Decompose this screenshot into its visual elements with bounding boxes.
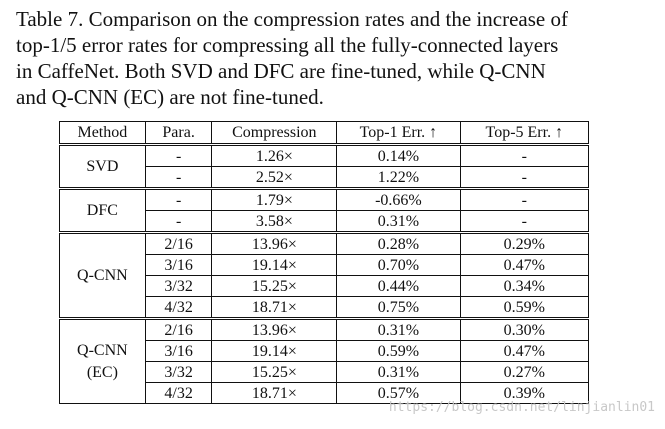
compression-cell: 13.96× — [211, 231, 338, 255]
header-para: Para. — [144, 121, 213, 145]
header-top1: Top-1 Err. ↑ — [336, 121, 461, 145]
compression-cell: 19.14× — [211, 254, 338, 276]
table-row: SVD -1.26× 0.14% - — [59, 143, 590, 189]
top1-cell: 0.44% — [336, 275, 461, 297]
method-cell: SVD — [59, 143, 146, 189]
compression-cell: 13.96× — [211, 317, 338, 341]
top1-cell: 0.14% — [336, 143, 461, 167]
compression-cell: 3.58× — [211, 210, 338, 233]
header-row: Method Para. Compression Top-1 Err. ↑ To… — [59, 121, 590, 145]
compression-cell: 18.71× — [211, 382, 338, 404]
para-cell: 3/32 — [144, 275, 213, 297]
method-cell: DFC — [59, 187, 146, 233]
top1-cell: 0.59% — [336, 340, 461, 362]
compression-cell: 1.79× — [211, 187, 338, 211]
table-row: Q-CNN (EC) 2/16 13.96× 0.31% 0.30% — [59, 317, 590, 404]
top5-cell: 0.30% — [459, 317, 590, 341]
top5-cell: 0.47% — [459, 254, 590, 276]
results-table: Method Para. Compression Top-1 Err. ↑ To… — [59, 121, 590, 404]
top1-cell: 1.22% — [336, 166, 461, 189]
para-cell: - — [144, 166, 213, 189]
top1-cell: 0.31% — [336, 361, 461, 383]
top5-cell: 0.34% — [459, 275, 590, 297]
method-cell: Q-CNN (EC) — [59, 317, 146, 404]
table-row: 4/32 18.71× 0.57% 0.39% — [60, 382, 590, 404]
compression-cell: 15.25× — [211, 275, 338, 297]
top5-cell: 0.39% — [459, 382, 590, 404]
para-cell: 2/16 — [144, 317, 213, 341]
watermark: https://blog.csdn.net/linjianlin01 — [388, 400, 655, 415]
table-row: 3/16 19.14× 0.59% 0.47% — [60, 340, 590, 362]
para-cell: 3/16 — [144, 254, 213, 276]
table-row: Q-CNN 2/16 13.96× 0.28% 0.29% — [59, 231, 590, 319]
para-cell: 3/16 — [144, 340, 213, 362]
caption-line: in CaffeNet. Both SVD and DFC are fine-t… — [16, 59, 546, 83]
para-cell: 4/32 — [144, 382, 213, 404]
table-row: 3/32 15.25× 0.31% 0.27% — [60, 361, 590, 383]
top1-cell: 0.28% — [336, 231, 461, 255]
header-method: Method — [59, 121, 146, 145]
table-row: -3.58× 0.31% - — [60, 210, 590, 233]
top5-cell: 0.29% — [459, 231, 590, 255]
caption-line: top-1/5 error rates for compressing all … — [16, 33, 559, 57]
top1-cell: 0.31% — [336, 317, 461, 341]
top1-cell: -0.66% — [336, 187, 461, 211]
para-cell: - — [144, 143, 213, 167]
top5-cell: 0.27% — [459, 361, 590, 383]
method-cell: Q-CNN — [59, 231, 146, 319]
top1-cell: 0.75% — [336, 296, 461, 319]
para-cell: 3/32 — [144, 361, 213, 383]
table-row: DFC -1.79× -0.66% - — [59, 187, 590, 233]
top5-cell: - — [459, 166, 590, 189]
top5-cell: 0.47% — [459, 340, 590, 362]
para-cell: - — [144, 210, 213, 233]
top1-cell: 0.31% — [336, 210, 461, 233]
compression-cell: 19.14× — [211, 340, 338, 362]
top5-cell: 0.59% — [459, 296, 590, 319]
para-cell: - — [144, 187, 213, 211]
top5-cell: - — [459, 143, 590, 167]
top1-cell: 0.70% — [336, 254, 461, 276]
para-cell: 4/32 — [144, 296, 213, 319]
compression-cell: 15.25× — [211, 361, 338, 383]
top5-cell: - — [459, 187, 590, 211]
compression-cell: 18.71× — [211, 296, 338, 319]
top1-cell: 0.57% — [336, 382, 461, 404]
caption-line: and Q-CNN (EC) are not fine-tuned. — [16, 85, 324, 109]
table-caption: Table 7. Comparison on the compression r… — [16, 6, 656, 110]
header-top5: Top-5 Err. ↑ — [459, 121, 590, 145]
compression-cell: 1.26× — [211, 143, 338, 167]
caption-line: Table 7. Comparison on the compression r… — [16, 7, 568, 31]
header-compression: Compression — [211, 121, 338, 145]
para-cell: 2/16 — [144, 231, 213, 255]
table-body: SVD -1.26× 0.14% - -2.52× 1.22% - DFC -1.79× -0.6… — [59, 143, 590, 404]
compression-cell: 2.52× — [211, 166, 338, 189]
top5-cell: - — [459, 210, 590, 233]
